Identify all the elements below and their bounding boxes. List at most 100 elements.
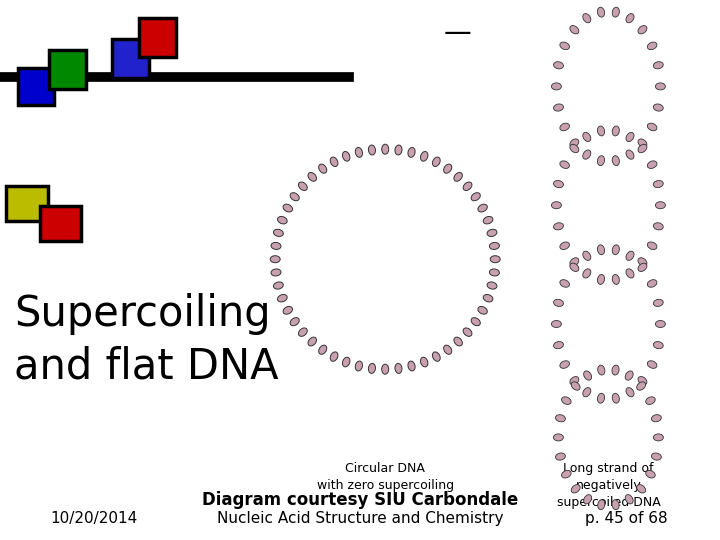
Ellipse shape xyxy=(626,132,634,141)
Ellipse shape xyxy=(612,393,619,403)
Text: p. 45 of 68: p. 45 of 68 xyxy=(585,511,667,526)
Bar xyxy=(6,186,48,221)
Ellipse shape xyxy=(560,42,570,50)
Bar xyxy=(49,50,86,89)
Ellipse shape xyxy=(612,274,619,285)
Ellipse shape xyxy=(560,280,570,287)
Ellipse shape xyxy=(369,363,375,373)
Text: Nucleic Acid Structure and Chemistry: Nucleic Acid Structure and Chemistry xyxy=(217,511,503,526)
Ellipse shape xyxy=(598,500,605,510)
Ellipse shape xyxy=(571,484,580,493)
Ellipse shape xyxy=(274,282,284,289)
Bar xyxy=(112,39,149,78)
Ellipse shape xyxy=(626,14,634,23)
Ellipse shape xyxy=(319,345,327,354)
Ellipse shape xyxy=(636,382,646,390)
Ellipse shape xyxy=(625,371,633,380)
Ellipse shape xyxy=(343,152,350,161)
Ellipse shape xyxy=(582,132,591,141)
Ellipse shape xyxy=(636,484,646,493)
Ellipse shape xyxy=(626,251,634,260)
Ellipse shape xyxy=(655,83,665,90)
Ellipse shape xyxy=(638,258,647,266)
Text: Circular DNA
with zero supercoiling: Circular DNA with zero supercoiling xyxy=(317,462,454,492)
Ellipse shape xyxy=(570,144,579,153)
Ellipse shape xyxy=(612,126,619,136)
Ellipse shape xyxy=(554,434,563,441)
Ellipse shape xyxy=(454,337,462,346)
Ellipse shape xyxy=(471,318,480,326)
Ellipse shape xyxy=(478,204,487,212)
Ellipse shape xyxy=(277,294,287,302)
Ellipse shape xyxy=(433,352,440,361)
Ellipse shape xyxy=(562,470,571,478)
Ellipse shape xyxy=(598,7,605,17)
Ellipse shape xyxy=(552,321,562,327)
Ellipse shape xyxy=(652,453,661,460)
Ellipse shape xyxy=(560,123,570,131)
Ellipse shape xyxy=(647,361,657,368)
Ellipse shape xyxy=(638,144,647,153)
Ellipse shape xyxy=(612,156,619,166)
Ellipse shape xyxy=(582,14,591,23)
Ellipse shape xyxy=(490,256,500,262)
Text: Diagram courtesy SIU Carbondale: Diagram courtesy SIU Carbondale xyxy=(202,491,518,509)
Ellipse shape xyxy=(444,164,451,173)
Ellipse shape xyxy=(277,217,287,224)
Ellipse shape xyxy=(433,157,440,166)
Ellipse shape xyxy=(625,495,633,504)
Ellipse shape xyxy=(382,364,389,374)
Ellipse shape xyxy=(653,223,663,230)
Ellipse shape xyxy=(598,156,605,166)
Ellipse shape xyxy=(554,104,564,111)
Ellipse shape xyxy=(319,164,327,173)
Ellipse shape xyxy=(483,294,493,302)
Ellipse shape xyxy=(570,376,579,385)
Ellipse shape xyxy=(638,25,647,34)
Ellipse shape xyxy=(283,306,292,314)
Ellipse shape xyxy=(612,245,619,255)
Ellipse shape xyxy=(626,388,634,397)
Ellipse shape xyxy=(653,180,663,187)
Ellipse shape xyxy=(408,147,415,157)
Ellipse shape xyxy=(626,269,634,278)
Ellipse shape xyxy=(463,328,472,336)
Ellipse shape xyxy=(584,371,592,380)
Text: Supercoiling
and flat DNA: Supercoiling and flat DNA xyxy=(14,293,279,387)
Bar xyxy=(139,18,176,57)
Ellipse shape xyxy=(554,180,564,187)
Ellipse shape xyxy=(626,150,634,159)
Ellipse shape xyxy=(274,230,284,237)
Ellipse shape xyxy=(554,62,564,69)
Ellipse shape xyxy=(654,434,663,441)
Ellipse shape xyxy=(647,280,657,287)
Ellipse shape xyxy=(471,193,480,201)
Ellipse shape xyxy=(638,376,647,385)
Ellipse shape xyxy=(562,397,571,404)
Text: 10/20/2014: 10/20/2014 xyxy=(50,511,138,526)
Ellipse shape xyxy=(308,172,317,181)
Ellipse shape xyxy=(552,83,562,90)
Ellipse shape xyxy=(612,500,619,510)
Ellipse shape xyxy=(369,145,375,155)
Ellipse shape xyxy=(408,361,415,371)
Ellipse shape xyxy=(598,245,605,255)
Ellipse shape xyxy=(612,365,619,375)
Ellipse shape xyxy=(598,365,605,375)
Text: —: — xyxy=(444,19,471,48)
Ellipse shape xyxy=(554,223,564,230)
Ellipse shape xyxy=(653,299,663,306)
Ellipse shape xyxy=(299,328,307,336)
Ellipse shape xyxy=(647,123,657,131)
Bar xyxy=(18,68,54,105)
Ellipse shape xyxy=(655,202,665,208)
Ellipse shape xyxy=(270,256,280,262)
Text: Long strand of
negatively
supercoiled DNA: Long strand of negatively supercoiled DN… xyxy=(557,462,660,509)
Ellipse shape xyxy=(646,397,655,404)
Ellipse shape xyxy=(355,147,362,157)
Ellipse shape xyxy=(653,62,663,69)
Ellipse shape xyxy=(652,415,661,422)
Ellipse shape xyxy=(653,104,663,111)
Ellipse shape xyxy=(271,242,281,249)
Ellipse shape xyxy=(271,269,281,276)
